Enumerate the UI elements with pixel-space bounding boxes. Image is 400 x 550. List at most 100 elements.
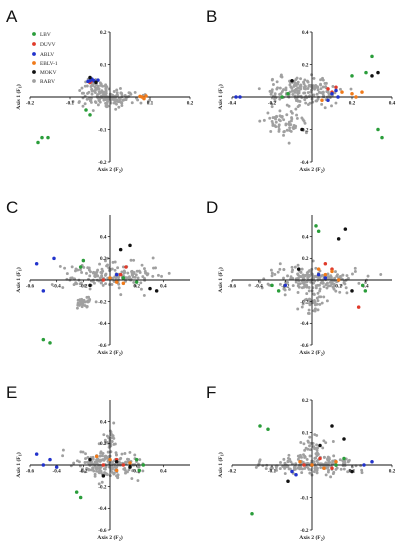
point-rabv [291, 92, 295, 96]
point-mokv [350, 469, 354, 474]
point-rabv [90, 87, 94, 91]
point-rabv [264, 467, 268, 471]
point-ablv [54, 465, 59, 469]
point-rabv [342, 467, 346, 471]
point-rabv [308, 274, 312, 277]
point-rabv [102, 458, 106, 462]
point-rabv [97, 482, 101, 486]
point-rabv [303, 98, 307, 102]
point-rabv [300, 471, 304, 475]
point-rabv [93, 85, 97, 89]
point-rabv [50, 283, 54, 287]
legend: LBV DUVV ABLV EBLV-1 MOKV RABV [32, 32, 58, 85]
point-rabv [304, 101, 308, 105]
point-rabv [96, 268, 100, 272]
point-rabv [298, 274, 302, 278]
point-rabv [70, 265, 74, 269]
y-axis-title: Axis 1 (F1) [15, 452, 23, 478]
point-rabv [360, 468, 364, 472]
point-rabv [89, 468, 93, 472]
y-axis-title: Axis 1 (F1) [217, 84, 225, 110]
point-lbv [78, 265, 83, 269]
point-duvv [121, 463, 126, 467]
point-rabv [88, 99, 92, 103]
point-rabv [75, 459, 79, 463]
point-rabv [338, 458, 342, 462]
point-rabv [309, 90, 313, 94]
point-rabv [289, 460, 293, 464]
point-rabv [119, 91, 123, 95]
point-rabv [123, 452, 127, 455]
x-tick-label: -0.1 [268, 469, 277, 475]
point-rabv [113, 268, 117, 272]
point-rabv [139, 281, 143, 285]
point-lbv [88, 113, 92, 117]
point-lbv [134, 457, 139, 462]
point-rabv [105, 434, 109, 438]
point-rabv [319, 466, 323, 469]
point-rabv [345, 291, 349, 295]
series-duvv [302, 456, 334, 470]
point-rabv [303, 467, 307, 470]
point-rabv [85, 466, 89, 470]
point-rabv [81, 104, 85, 108]
point-rabv [339, 87, 342, 91]
point-rabv [130, 272, 134, 276]
point-rabv [316, 446, 320, 450]
point-mokv [88, 457, 92, 462]
point-mokv [88, 283, 92, 288]
point-rabv [314, 456, 318, 460]
point-rabv [306, 87, 310, 90]
point-rabv [104, 282, 108, 286]
point-rabv [357, 281, 361, 285]
point-rabv [334, 101, 338, 105]
point-rabv [94, 271, 98, 275]
point-rabv [127, 91, 131, 95]
point-rabv [304, 273, 308, 277]
point-rabv [301, 302, 305, 306]
point-rabv [306, 79, 309, 83]
point-mokv [343, 227, 348, 231]
point-rabv [290, 86, 294, 90]
point-rabv [140, 263, 144, 267]
point-rabv [278, 86, 282, 90]
y-tick-label: 0.2 [100, 30, 107, 36]
point-rabv [299, 83, 303, 87]
series-lbv [270, 224, 368, 293]
point-mokv [336, 237, 341, 241]
point-ablv [34, 452, 39, 456]
point-rabv [285, 128, 289, 132]
point-rabv [100, 454, 104, 458]
x-tick-label: -0.2 [228, 469, 237, 475]
series-lbv [250, 424, 346, 516]
point-ablv [86, 79, 90, 84]
point-mokv [376, 70, 380, 75]
point-mokv [286, 479, 290, 483]
point-rabv [101, 451, 105, 455]
point-lbv [370, 54, 374, 59]
point-rabv [307, 440, 310, 444]
point-rabv [307, 289, 311, 293]
point-rabv [325, 299, 329, 303]
point-eblv1 [360, 90, 364, 94]
point-ablv [330, 92, 334, 96]
point-rabv [313, 275, 317, 279]
point-rabv [306, 91, 310, 95]
point-rabv [102, 90, 106, 94]
x-tick-label: 0.2 [187, 101, 194, 107]
point-rabv [135, 269, 139, 273]
x-tick-label: -0.4 [53, 469, 62, 475]
point-rabv [128, 450, 132, 454]
point-rabv [327, 456, 331, 460]
point-rabv [303, 448, 307, 452]
point-rabv [96, 84, 100, 88]
point-rabv [353, 270, 357, 273]
point-rabv [290, 116, 294, 120]
point-lbv [376, 127, 380, 132]
point-rabv [91, 109, 95, 112]
panel-letter: F [206, 383, 216, 402]
point-rabv [278, 109, 282, 113]
point-eblv1 [310, 463, 314, 467]
point-rabv [312, 76, 316, 80]
